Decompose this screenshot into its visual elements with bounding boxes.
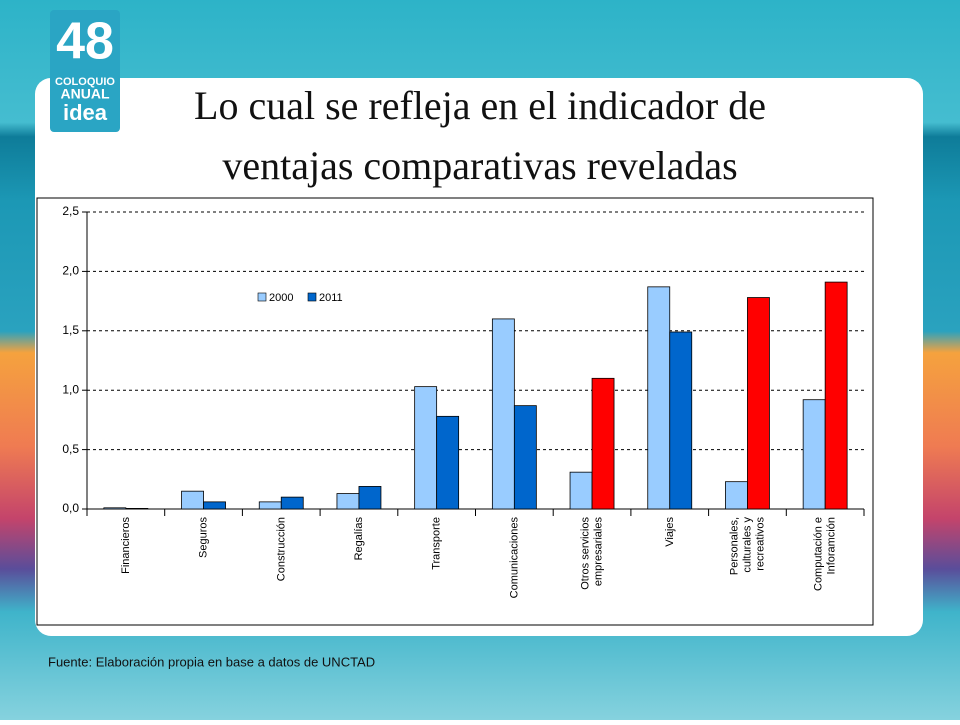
legend-label: 2000 — [269, 292, 293, 304]
x-tick-label: Regalías — [353, 517, 365, 561]
logo-text: ANUAL — [61, 86, 110, 102]
bar — [258, 501, 282, 510]
bar — [203, 501, 226, 510]
logo-text: COLOQUIO — [55, 76, 115, 88]
x-tick-label: Transporte — [431, 517, 443, 570]
x-tick-label: Financieros — [120, 517, 132, 574]
y-tick-label: 1,0 — [62, 382, 79, 396]
x-tick-label: Personales,culturales yrecreativos — [728, 517, 766, 576]
bar — [125, 508, 149, 510]
x-tick-label: Viajes — [664, 517, 676, 547]
y-tick-label: 0,5 — [62, 442, 79, 456]
logo-box — [50, 10, 120, 132]
y-tick-label: 2,5 — [62, 204, 79, 218]
bar — [181, 490, 204, 510]
bar — [569, 471, 593, 510]
bar — [414, 386, 438, 510]
x-tick-label: Otros serviciosempresariales — [579, 517, 604, 590]
legend-swatch — [257, 292, 267, 302]
x-tick-label: Computación eInforamción — [813, 517, 838, 591]
bar — [669, 331, 693, 510]
x-tick-label: Comunicaciones — [508, 517, 520, 599]
bar — [725, 481, 748, 510]
legend-swatch — [307, 292, 317, 302]
bar — [436, 415, 460, 510]
logo-number: 48 — [56, 13, 114, 71]
bar — [280, 496, 304, 510]
bar — [103, 507, 127, 510]
bar — [513, 405, 537, 510]
y-tick-label: 0,0 — [62, 501, 79, 515]
x-tick-label: Construcción — [275, 517, 287, 581]
x-tick-label: Seguros — [197, 517, 209, 558]
bar — [336, 493, 360, 510]
bar — [591, 377, 615, 510]
bar — [802, 399, 826, 510]
title: Lo cual se refleja en el indicador de — [194, 83, 766, 128]
bar — [358, 486, 382, 510]
bar — [824, 281, 848, 510]
logo-text: idea — [63, 100, 108, 125]
bar — [491, 318, 515, 510]
legend-label: 2011 — [319, 292, 343, 304]
source-note: Fuente: Elaboración propia en base a dat… — [48, 654, 375, 669]
y-tick-label: 2,0 — [62, 264, 79, 278]
y-tick-label: 1,5 — [62, 323, 79, 337]
title: ventajas comparativas reveladas — [222, 143, 737, 188]
chart-frame — [36, 197, 874, 626]
bar — [747, 297, 770, 510]
bar — [647, 286, 671, 510]
